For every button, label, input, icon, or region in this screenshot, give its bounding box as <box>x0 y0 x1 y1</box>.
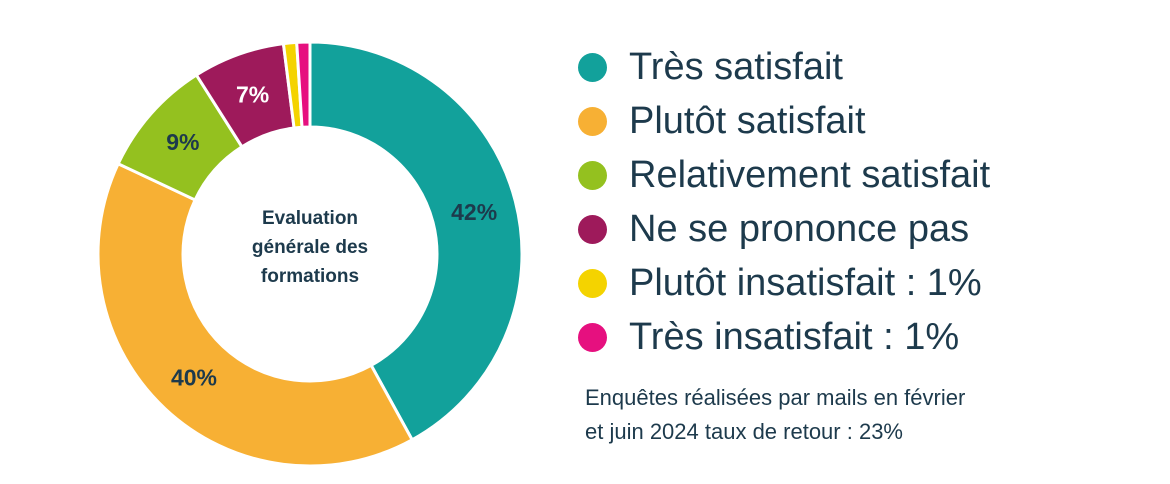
data-label: 7% <box>236 82 269 108</box>
center-title-line: formations <box>260 266 360 287</box>
legend-label: Très satisfait <box>629 45 843 88</box>
donut-chart: 42% 40% 9% 7% <box>96 40 524 468</box>
legend-swatch <box>578 52 607 82</box>
survey-note: Enquêtes réalisées par mails en février … <box>585 381 965 449</box>
data-label: 9% <box>166 129 199 155</box>
slice-tres-insatisfait <box>295 40 312 129</box>
legend-item-plutot-insatisfait: Plutôt insatisfait : 1% <box>578 256 990 310</box>
note-line: Enquêtes réalisées par mails en février <box>585 385 966 410</box>
legend-label: Relativement satisfait <box>629 153 991 196</box>
center-title-line: Evaluation <box>261 208 359 229</box>
data-label: 40% <box>171 365 217 391</box>
center-title-line: générale des <box>251 237 369 258</box>
legend-swatch <box>578 268 607 298</box>
legend-item-relativement-satisfait: Relativement satisfait <box>578 148 990 202</box>
slice-tres-satisfait <box>308 40 524 442</box>
legend-label: Plutôt satisfait <box>629 99 866 142</box>
donut-center-title: Evaluation générale des formations <box>230 204 390 291</box>
legend-swatch <box>578 106 607 136</box>
slice-plutot-satisfait <box>96 161 415 468</box>
legend-item-ne-se-prononce-pas: Ne se prononce pas <box>578 202 990 256</box>
legend-label: Très insatisfait : 1% <box>629 315 960 358</box>
legend-item-plutot-satisfait: Plutôt satisfait <box>578 94 990 148</box>
legend-swatch <box>578 214 607 244</box>
legend-swatch <box>578 322 607 352</box>
legend-item-tres-insatisfait: Très insatisfait : 1% <box>578 310 990 364</box>
legend-label: Ne se prononce pas <box>629 207 970 250</box>
legend-label: Plutôt insatisfait : 1% <box>629 261 982 304</box>
note-line: et juin 2024 taux de retour : 23% <box>585 419 903 444</box>
data-label: 42% <box>451 199 497 225</box>
legend: Très satisfait Plutôt satisfait Relative… <box>578 40 990 364</box>
legend-item-tres-satisfait: Très satisfait <box>578 40 990 94</box>
legend-swatch <box>578 160 607 190</box>
